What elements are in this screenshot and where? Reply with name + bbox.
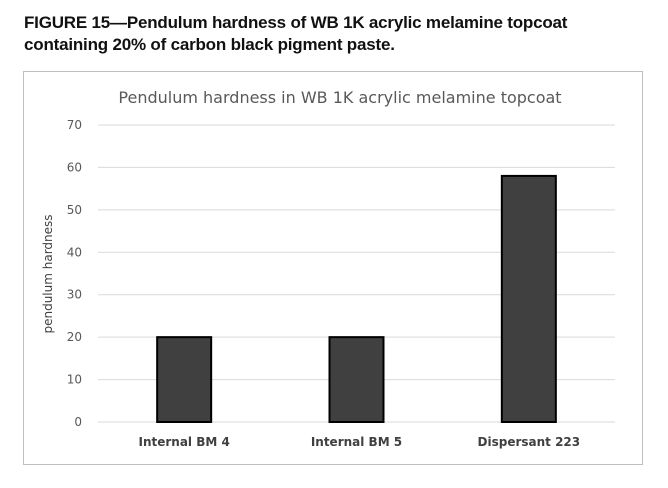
y-tick-label: 10 [67,373,82,387]
y-tick-labels: 0 10 20 30 40 50 60 70 [67,118,82,429]
x-category-labels: Internal BM 4 Internal BM 5 Dispersant 223 [138,435,580,449]
x-category-label: Internal BM 4 [138,435,229,449]
y-tick-label: 30 [67,288,82,302]
figure-caption: FIGURE 15—Pendulum hardness of WB 1K acr… [24,13,568,54]
y-tick-label: 0 [74,415,82,429]
bar [328,336,385,423]
x-category-label: Dispersant 223 [478,435,581,449]
y-tick-label: 20 [67,330,82,344]
y-tick-label: 40 [67,245,82,259]
y-tick-label: 70 [67,118,82,132]
y-tick-label: 60 [67,160,82,174]
y-tick-label: 50 [67,203,82,217]
chart-title: Pendulum hardness in WB 1K acrylic melam… [118,88,561,107]
bars [156,174,557,423]
y-axis-title: pendulum hardness [41,214,55,333]
x-category-label: Internal BM 5 [311,435,402,449]
bar [500,174,557,423]
bar [156,336,213,423]
